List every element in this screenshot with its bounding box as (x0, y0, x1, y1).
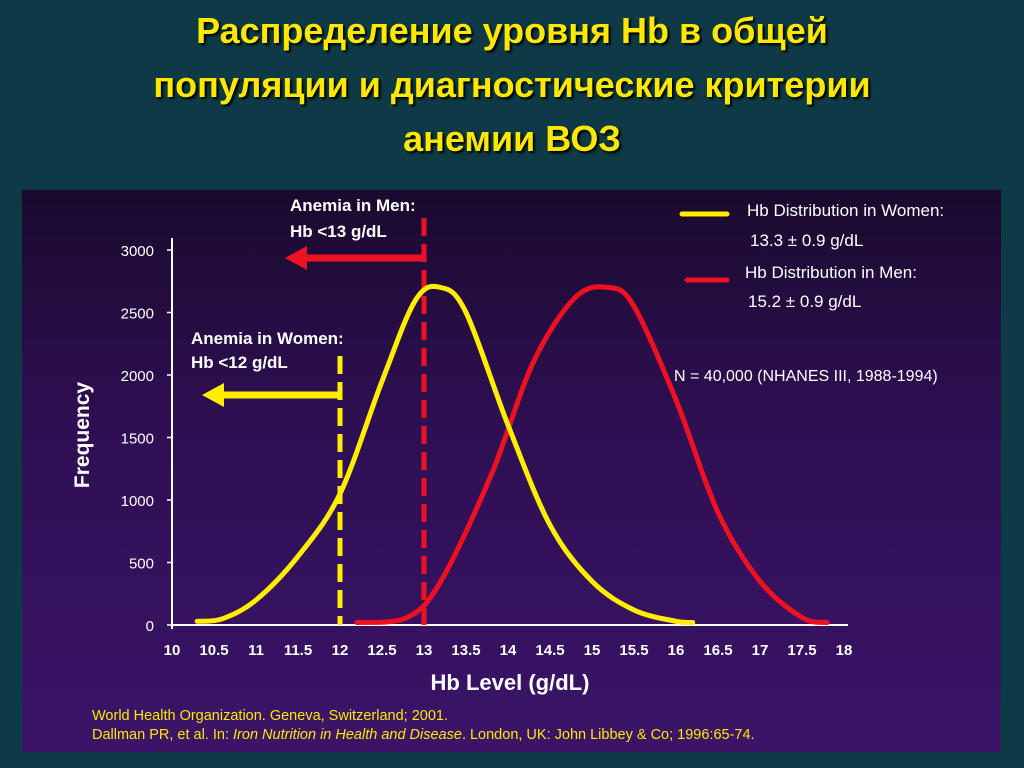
y-tick-label: 0 (146, 618, 154, 635)
x-tick-label: 17 (752, 642, 769, 659)
women-anemia-criterion: Hb <12 g/dL (191, 353, 288, 372)
x-tick-label: 13 (416, 642, 433, 659)
y-axis-label: Frequency (71, 382, 94, 489)
x-tick-label: 16 (668, 642, 685, 659)
y-tick-label: 3000 (121, 243, 154, 260)
men-anemia-criterion: Hb <13 g/dL (290, 222, 387, 241)
legend-men-stats: 15.2 ± 0.9 g/dL (748, 292, 861, 311)
legend-women-label: Hb Distribution in Women: (747, 201, 944, 220)
citation-line-2: Dallman PR, et al. In: Iron Nutrition in… (92, 726, 755, 745)
women-anemia-arrow (202, 383, 340, 407)
y-tick-label: 2000 (121, 368, 154, 385)
x-tick-label: 12 (332, 642, 349, 659)
slide-title-line: анемии ВОЗ (403, 118, 621, 159)
slide-title: Распределение уровня Hb в общей популяци… (0, 4, 1024, 166)
x-tick-label: 15 (584, 642, 601, 659)
x-tick-label: 11 (248, 642, 264, 659)
distribution-curves (194, 283, 830, 626)
x-tick-label: 11.5 (284, 642, 312, 659)
x-tick-label: 10 (164, 642, 181, 659)
x-tick-label: 14 (500, 642, 517, 659)
x-tick-label: 17.5 (787, 642, 816, 659)
y-tick-label: 2500 (121, 306, 154, 323)
axes: 0 500 1000 1500 2000 2500 3000 10 10.5 11 11.5 12 12… (121, 238, 853, 659)
anemia-thresholds: Anemia in Men: Hb <13 g/dL Anemia in Women… (191, 196, 427, 625)
x-tick-label: 12.5 (367, 642, 396, 659)
men-anemia-arrow (285, 246, 424, 270)
sample-note: N = 40,000 (NHANES III, 1988-1994) (674, 368, 938, 385)
citation-book-title: Iron Nutrition in Health and Disease (233, 727, 462, 743)
x-tick-label: 18 (836, 642, 853, 659)
x-tick-label: 13.5 (451, 642, 480, 659)
men-distribution-curve (354, 284, 830, 625)
citation-line-1: World Health Organization. Geneva, Switz… (92, 708, 448, 724)
slide-title-line: популяции и диагностические критерии (153, 64, 871, 105)
x-tick-label: 10.5 (199, 642, 228, 659)
citation-prefix: Dallman PR, et al. In: (92, 727, 234, 743)
y-tick-label: 1000 (121, 493, 154, 510)
x-tick-label: 15.5 (619, 642, 648, 659)
y-tick-label: 500 (129, 556, 154, 573)
x-tick-label: 14.5 (535, 642, 564, 659)
hb-distribution-chart: 0 500 1000 1500 2000 2500 3000 10 10.5 11 11.5 12 12… (71, 196, 944, 695)
chart-panel: 0 500 1000 1500 2000 2500 3000 10 10.5 11 11.5 12 12… (22, 190, 1001, 752)
legend: Hb Distribution in Women: 13.3 ± 0.9 g/dL… (679, 201, 944, 311)
citation-suffix: . London, UK: John Libbey & Co; 1996:65-… (461, 727, 755, 743)
x-tick-label: 16.5 (703, 642, 732, 659)
x-axis-label: Hb Level (g/dL) (431, 670, 590, 695)
legend-men-label: Hb Distribution in Men: (745, 263, 917, 282)
legend-women-stats: 13.3 ± 0.9 g/dL (750, 231, 863, 250)
y-tick-label: 1500 (121, 431, 154, 448)
men-anemia-label: Anemia in Men: (290, 196, 416, 215)
slide-title-line: Распределение уровня Hb в общей (196, 10, 828, 51)
women-distribution-curve (194, 283, 696, 626)
women-anemia-label: Anemia in Women: (191, 329, 344, 348)
citation: World Health Organization. Geneva, Switz… (92, 707, 755, 745)
